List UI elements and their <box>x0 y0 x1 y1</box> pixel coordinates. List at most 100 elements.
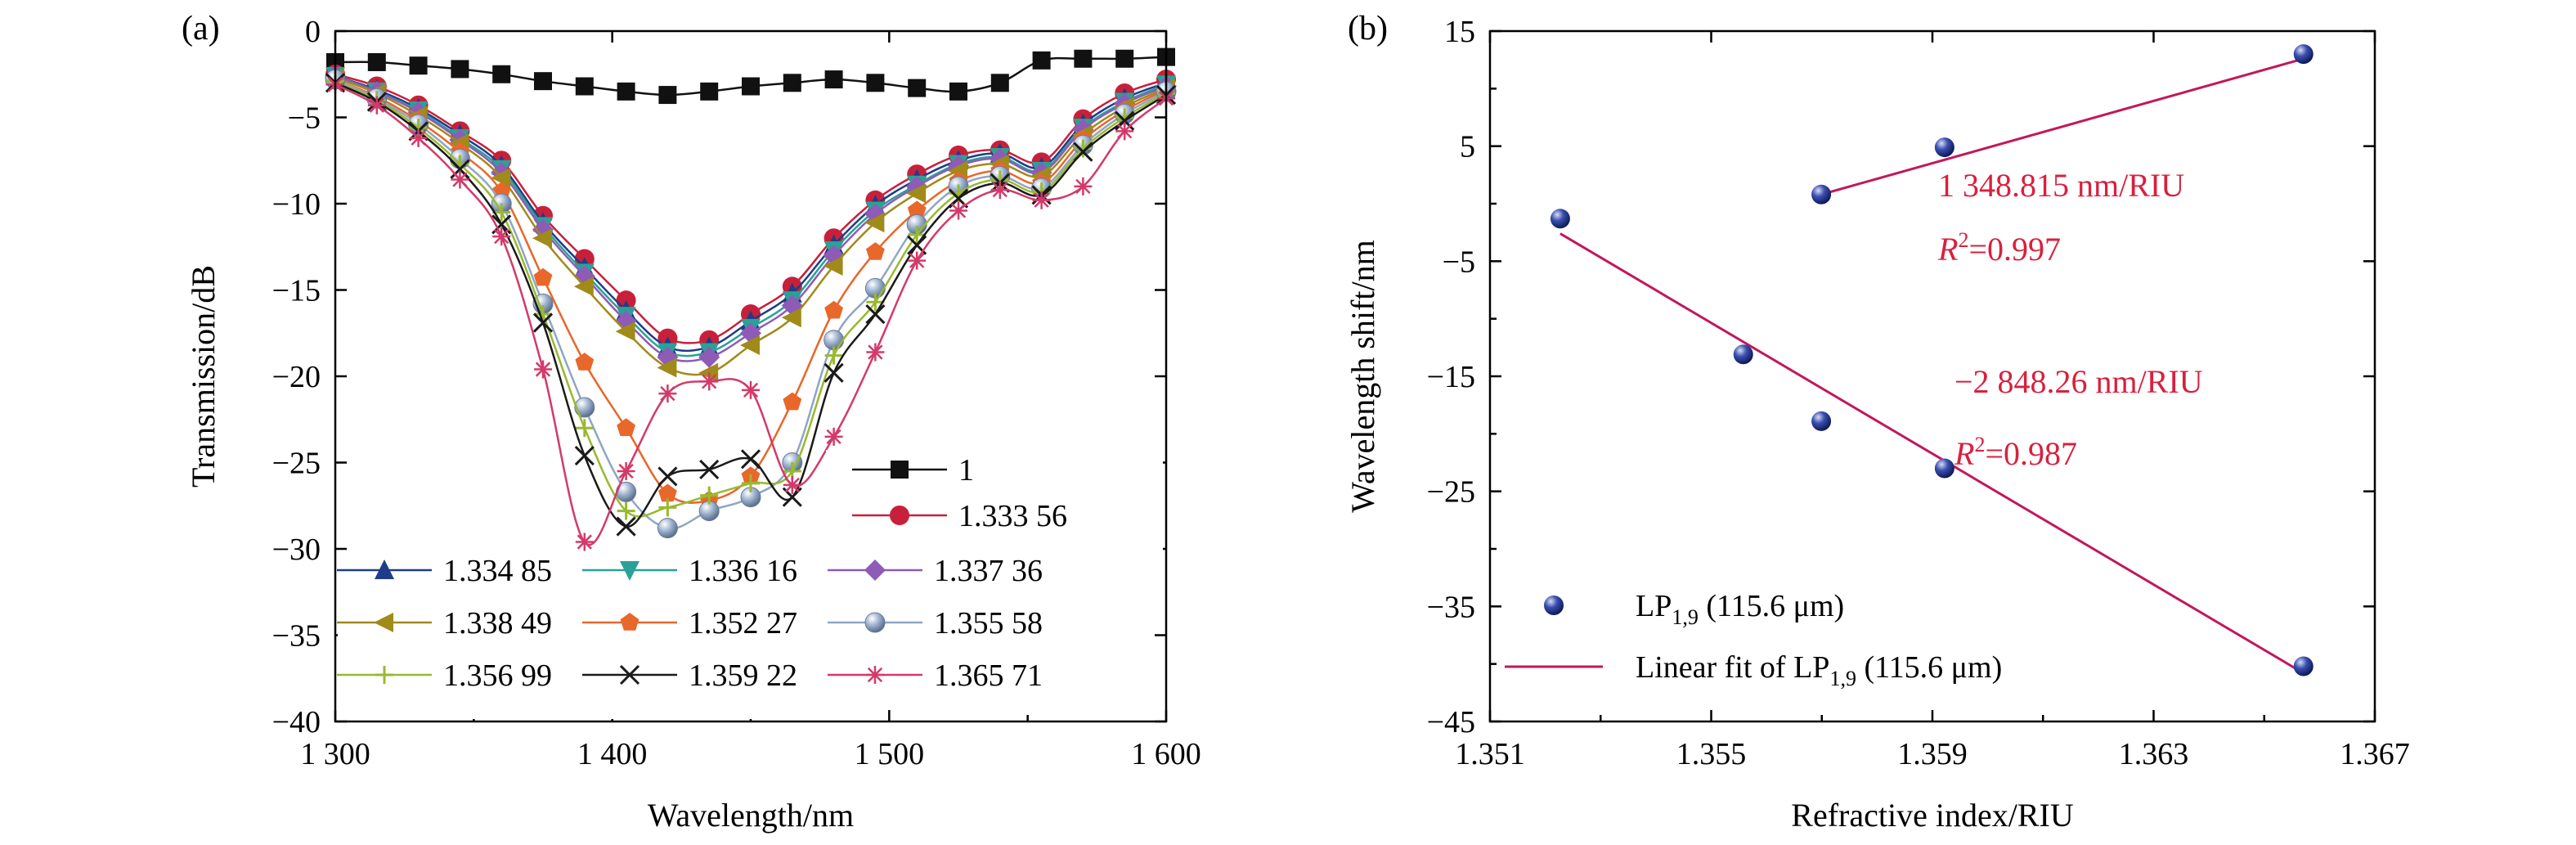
data-point-1-338-49 <box>491 168 511 188</box>
data-point-1 <box>700 82 719 101</box>
legend-swatch-marker <box>375 560 394 579</box>
data-point-1 <box>409 56 428 75</box>
panel-a-x-axis-label: Wavelength/nm <box>648 797 854 834</box>
data-point-1-356-99 <box>908 225 927 244</box>
panel-a-y-tick-label: −25 <box>272 447 321 481</box>
data-point-1-365-71 <box>700 372 719 391</box>
panel-b-y-tick-label: −5 <box>1443 245 1475 279</box>
data-point-1-359-22 <box>1115 110 1135 131</box>
legend-entry-1: 1 <box>852 453 974 488</box>
legend-entry-1-356-99: 1.356 99 <box>337 658 552 693</box>
data-point <box>1934 458 1954 479</box>
panel-b-y-tick-label: −35 <box>1427 590 1475 624</box>
fit-slope-label: −2 848.26 nm/RIU <box>1954 363 2203 400</box>
data-point-1-352-27 <box>533 267 553 286</box>
data-point-1-356-99 <box>1074 139 1093 158</box>
panel-b-ticks: 1.351 1.355 1.359 1.363 1.367 15 5 −5 −15 −25 −35 −… <box>1427 15 2410 771</box>
series-1-365-71 <box>326 75 1175 551</box>
panel-a-y-axis-label: Transmission/dB <box>185 265 222 488</box>
data-point-1 <box>908 79 927 97</box>
fit-annotation-2: −2 848.26 nm/RIU R2=0.987 <box>1954 363 2203 472</box>
fit-r2-label: R2=0.987 <box>1954 433 2077 472</box>
panel-a-axes-frame <box>334 29 1168 723</box>
fit-line-1 <box>1820 57 2304 196</box>
legend-label: 1.352 27 <box>689 606 797 640</box>
data-point-1-365-71 <box>367 96 386 115</box>
panel-b-points <box>1550 44 2313 676</box>
series-1-359-22 <box>325 73 1177 537</box>
data-point-1 <box>742 77 760 96</box>
legend-entry-1-334-85: 1.334 85 <box>337 554 552 588</box>
legend-swatch-marker <box>374 613 393 632</box>
data-point-1 <box>1115 49 1134 68</box>
panel-b-y-tick-label: 5 <box>1460 130 1475 164</box>
data-point-1 <box>492 65 511 83</box>
panel-a-x-tick-label: 1 500 <box>855 737 925 771</box>
data-point-1-365-71 <box>742 380 760 399</box>
panel-a-x-tick-label: 1 400 <box>577 737 648 771</box>
panel-b-y-tick-label: −45 <box>1427 705 1475 739</box>
legend-swatch-marker <box>890 506 909 525</box>
data-point-1-338-49 <box>823 255 843 276</box>
panel-b-axes-frame <box>1488 29 2376 723</box>
panel-a-y-tick-label: −5 <box>288 101 321 136</box>
data-point-1-356-99 <box>700 486 719 505</box>
data-point-1-338-49 <box>615 321 635 342</box>
panel-a-x-tick-label: 1 300 <box>300 737 370 771</box>
data-point-1-365-71 <box>908 251 927 270</box>
data-point <box>2293 44 2313 65</box>
legend-swatch-marker <box>620 561 640 581</box>
legend-label: LP1,9 (115.6 μm) <box>1636 589 1844 629</box>
legend-swatch-marker <box>864 612 886 633</box>
legend-swatch-marker <box>891 461 909 479</box>
panel-a-y-tick-label: 0 <box>305 15 321 49</box>
data-point-1-356-99 <box>824 346 843 365</box>
data-point-1-355-58 <box>657 518 678 539</box>
legend-swatch-point <box>1544 596 1564 615</box>
data-point-1-359-22 <box>1073 142 1093 162</box>
data-point <box>1811 411 1832 431</box>
legend-entry-1-337-36: 1.337 36 <box>828 554 1043 588</box>
data-point-1-359-22 <box>865 303 886 325</box>
panel-a-legend: 1 1.333 56 1.334 85 1.336 16 1.337 36 1.338 4… <box>337 450 1163 719</box>
panel-b-y-tick-label: −15 <box>1427 360 1475 394</box>
data-point-1 <box>949 82 967 101</box>
panel-b-y-tick-label: −25 <box>1427 475 1475 510</box>
series-1-333-56 <box>325 64 1176 350</box>
data-point-1 <box>617 82 635 101</box>
legend-entry-1-359-22: 1.359 22 <box>582 658 797 693</box>
data-point-1-365-71 <box>451 170 469 189</box>
data-point <box>1550 209 1570 229</box>
data-point-1 <box>1032 51 1051 70</box>
series-line-1-365-71 <box>334 83 1167 546</box>
data-point-1-359-22 <box>699 459 720 480</box>
panel-b-x-tick-label: 1.363 <box>2119 737 2189 771</box>
panel-b-annotations: 1 348.815 nm/RIU R2=0.997 −2 848.26 nm/RIU… <box>1937 167 2203 472</box>
legend-label: 1 <box>958 453 974 488</box>
data-point-1-338-49 <box>906 183 927 204</box>
data-point-1-365-71 <box>658 384 677 403</box>
data-point-1-365-71 <box>1032 191 1051 209</box>
data-point-1-365-71 <box>409 128 428 147</box>
data-point-1-338-49 <box>532 228 552 249</box>
data-point-1-359-22 <box>657 466 678 487</box>
data-point-1-352-27 <box>824 300 843 319</box>
data-point-1-356-99 <box>658 498 677 517</box>
panel-a-y-tick-label: −40 <box>272 705 321 739</box>
data-point <box>1733 344 1753 365</box>
panel-a-x-tick-label: 1 600 <box>1131 737 1201 771</box>
data-point-1-352-27 <box>658 483 677 502</box>
data-point-1-355-58 <box>574 397 595 418</box>
data-point-1-359-22 <box>450 159 470 179</box>
panel-a-y-tick-label: −20 <box>272 360 321 394</box>
data-point-1-338-49 <box>657 357 677 378</box>
panel-a-series <box>325 47 1177 551</box>
data-point-1-352-27 <box>866 242 885 260</box>
data-point-1-356-99 <box>617 501 635 520</box>
fit-annotation-1: 1 348.815 nm/RIU R2=0.997 <box>1937 167 2184 267</box>
legend-label: 1.337 36 <box>934 554 1043 588</box>
data-point-1-356-99 <box>575 419 594 438</box>
panel-a-y-tick-label: −15 <box>272 274 321 308</box>
data-point-1 <box>367 52 386 71</box>
